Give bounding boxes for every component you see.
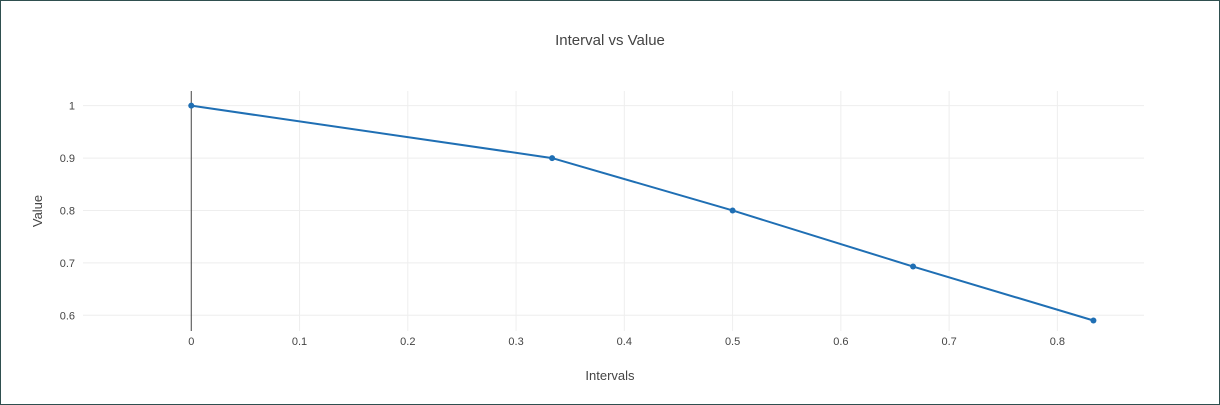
y-tick-label: 0.7 — [60, 258, 75, 270]
x-tick-label: 0.6 — [833, 336, 848, 348]
x-tick-labels: 0 0.1 0.2 0.3 0.4 0.5 0.6 0.7 0.8 — [188, 336, 1065, 348]
y-tick-label: 0.6 — [60, 310, 75, 322]
series-layer — [188, 102, 1097, 324]
x-tick-label: 0.5 — [725, 336, 740, 348]
data-point[interactable] — [729, 207, 736, 214]
x-tick-label: 0.3 — [508, 336, 523, 348]
x-tick-label: 0.8 — [1050, 336, 1065, 348]
x-tick-label: 0.1 — [292, 336, 307, 348]
y-tick-label: 0.8 — [60, 205, 75, 217]
data-point[interactable] — [549, 155, 556, 162]
y-tick-labels: 0.6 0.7 0.8 0.9 1 — [60, 101, 75, 323]
y-axis-title: Value — [30, 195, 45, 227]
grid-lines — [83, 91, 1144, 331]
data-point[interactable] — [910, 263, 917, 270]
chart-title: Interval vs Value — [555, 32, 665, 49]
series-line — [191, 104, 1094, 322]
y-tick-label: 1 — [69, 101, 75, 113]
x-tick-label: 0.2 — [400, 336, 415, 348]
data-point[interactable] — [188, 102, 195, 109]
data-point[interactable] — [1090, 317, 1097, 324]
x-tick-label: 0.4 — [617, 336, 632, 348]
y-tick-label: 0.9 — [60, 153, 75, 165]
x-tick-label: 0 — [188, 336, 194, 348]
x-axis-title: Intervals — [585, 368, 635, 383]
x-tick-label: 0.7 — [941, 336, 956, 348]
